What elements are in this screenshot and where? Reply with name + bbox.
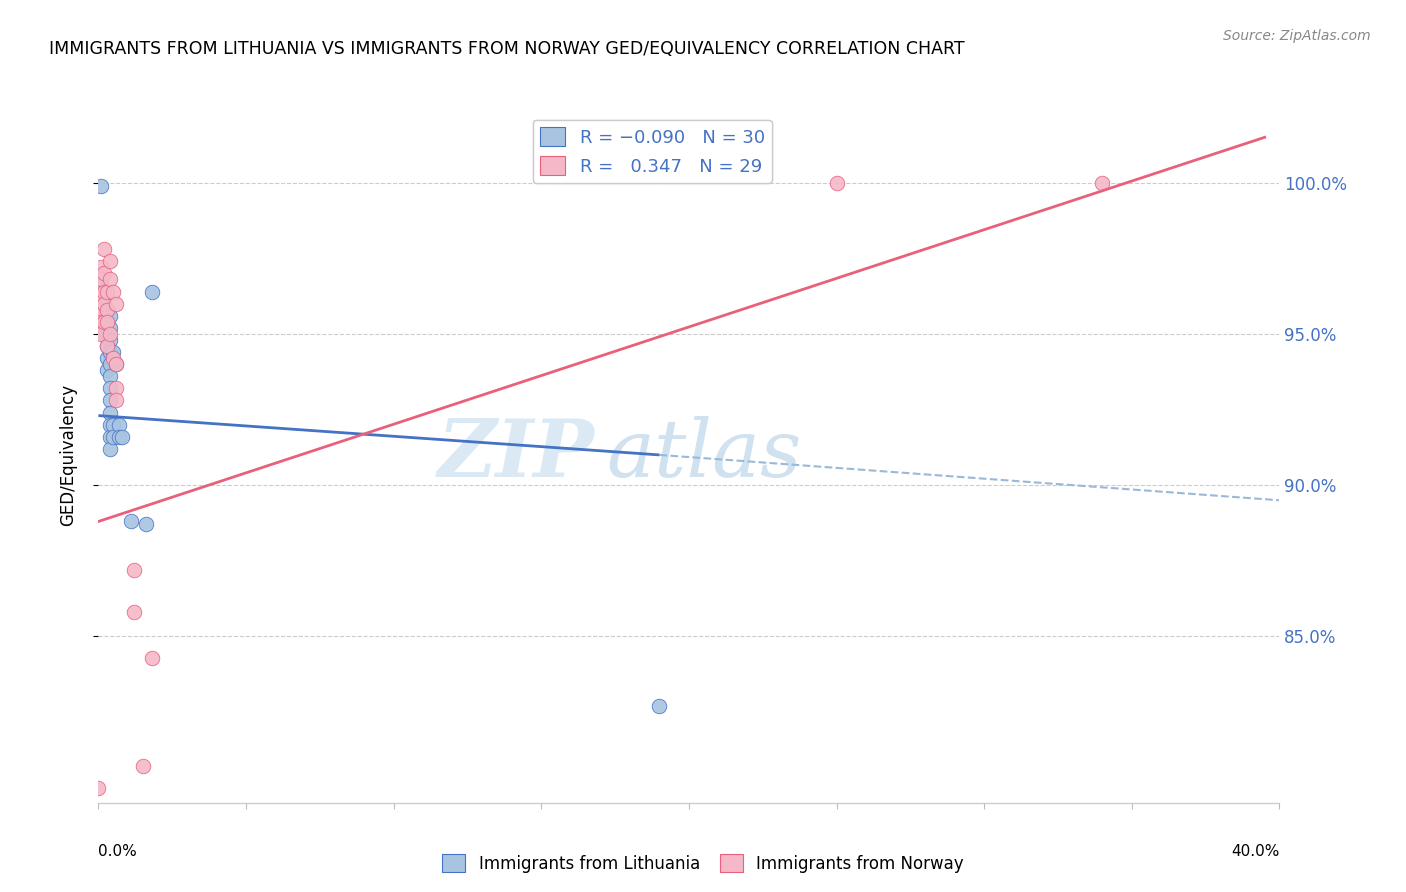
Point — [90, 302, 112, 317]
Point — [1091, 176, 1114, 190]
Legend: R = −0.090   N = 30, R =   0.347   N = 29: R = −0.090 N = 30, R = 0.347 N = 29 — [533, 120, 772, 183]
Text: 40.0%: 40.0% — [1232, 845, 1279, 859]
Point — [98, 381, 121, 395]
Point — [122, 605, 145, 619]
Point — [98, 406, 121, 420]
Point — [96, 326, 118, 341]
Text: atlas: atlas — [606, 417, 801, 493]
Text: ZIP: ZIP — [437, 417, 595, 493]
Point — [98, 326, 121, 341]
Point — [103, 351, 125, 365]
Point — [98, 369, 121, 384]
Point — [98, 430, 121, 444]
Point — [96, 363, 118, 377]
Point — [98, 254, 121, 268]
Point — [93, 296, 115, 310]
Legend: Immigrants from Lithuania, Immigrants from Norway: Immigrants from Lithuania, Immigrants fr… — [436, 847, 970, 880]
Point — [103, 430, 125, 444]
Text: 0.0%: 0.0% — [98, 845, 138, 859]
Point — [96, 315, 118, 329]
Point — [96, 339, 118, 353]
Point — [132, 759, 155, 773]
Point — [135, 517, 157, 532]
Point — [98, 321, 121, 335]
Point — [90, 278, 112, 293]
Point — [105, 357, 128, 371]
Point — [105, 357, 128, 371]
Point — [103, 345, 125, 359]
Point — [93, 267, 115, 281]
Point — [98, 417, 121, 432]
Point — [105, 393, 128, 408]
Point — [105, 296, 128, 310]
Point — [96, 339, 118, 353]
Point — [96, 302, 118, 317]
Point — [93, 321, 115, 335]
Point — [93, 309, 115, 323]
Point — [90, 315, 112, 329]
Point — [96, 315, 118, 329]
Point — [105, 381, 128, 395]
Point — [90, 326, 112, 341]
Point — [90, 272, 112, 286]
Point — [93, 326, 115, 341]
Point — [98, 442, 121, 456]
Point — [141, 650, 163, 665]
Point — [108, 417, 131, 432]
Point — [103, 285, 125, 299]
Point — [825, 176, 848, 190]
Point — [103, 417, 125, 432]
Point — [90, 178, 112, 193]
Point — [90, 260, 112, 275]
Point — [93, 296, 115, 310]
Point — [111, 430, 134, 444]
Y-axis label: GED/Equivalency: GED/Equivalency — [59, 384, 77, 526]
Point — [93, 242, 115, 256]
Point — [90, 291, 112, 305]
Point — [108, 430, 131, 444]
Point — [93, 285, 115, 299]
Point — [98, 333, 121, 347]
Point — [141, 285, 163, 299]
Point — [120, 515, 142, 529]
Point — [87, 780, 110, 795]
Text: IMMIGRANTS FROM LITHUANIA VS IMMIGRANTS FROM NORWAY GED/EQUIVALENCY CORRELATION : IMMIGRANTS FROM LITHUANIA VS IMMIGRANTS … — [49, 40, 965, 58]
Point — [98, 393, 121, 408]
Point — [98, 357, 121, 371]
Point — [96, 302, 118, 317]
Point — [96, 285, 118, 299]
Point — [648, 698, 671, 713]
Point — [122, 563, 145, 577]
Point — [93, 315, 115, 329]
Point — [96, 351, 118, 365]
Point — [98, 345, 121, 359]
Point — [98, 309, 121, 323]
Text: Source: ZipAtlas.com: Source: ZipAtlas.com — [1223, 29, 1371, 43]
Point — [98, 272, 121, 286]
